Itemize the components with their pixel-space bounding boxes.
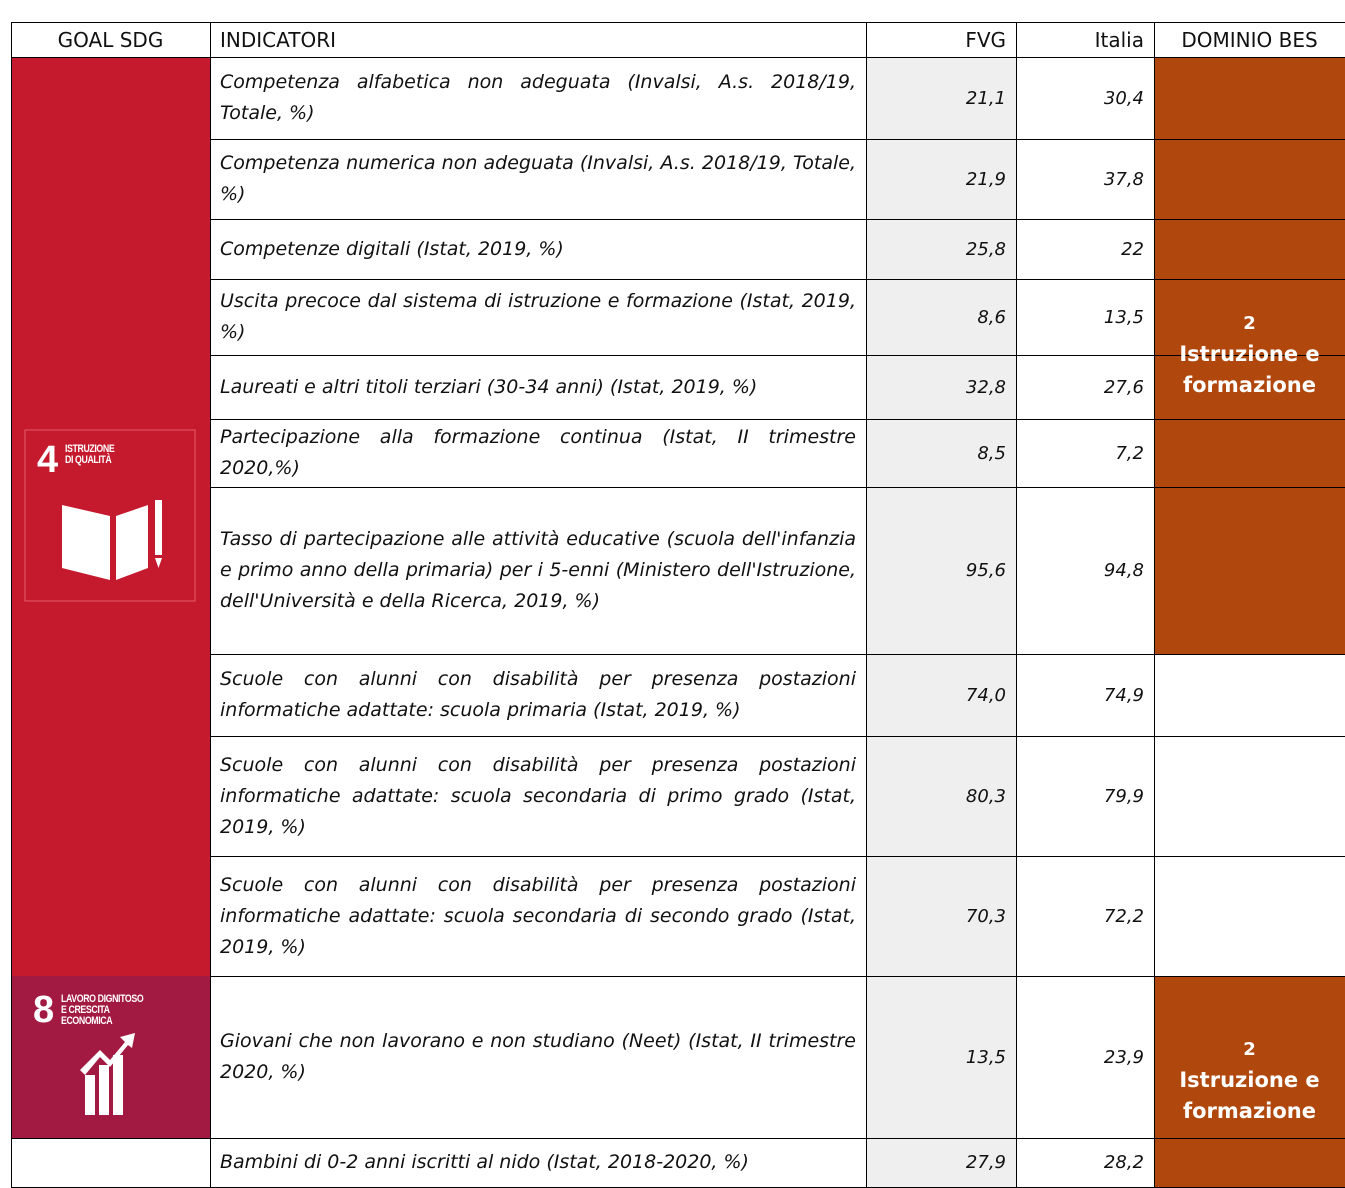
italia-value: 37,8	[1103, 168, 1144, 190]
grid-line	[210, 22, 211, 1187]
italia-value: 30,4	[1103, 87, 1144, 109]
goal-name: ECONOMICA	[61, 1015, 113, 1027]
indicator-text: Bambini di 0-2 anni iscritti al nido (Is…	[220, 1151, 749, 1173]
grid-line	[210, 736, 1345, 737]
fvg-value: 27,9	[965, 1152, 1006, 1173]
indicator-text: Scuole con alunni con disabilità per pre…	[220, 753, 856, 838]
indicator-cell: Scuole con alunni con disabilità per pre…	[210, 856, 866, 976]
grid-line	[1154, 22, 1155, 1187]
fvg-value: 13,5	[965, 1046, 1006, 1068]
grid-line	[11, 57, 1345, 58]
grid-line	[1016, 22, 1017, 1187]
indicator-cell: Competenze digitali (Istat, 2019, %)	[210, 219, 866, 279]
grid-line	[210, 279, 1345, 280]
goal-name: DI QUALITÀ	[65, 454, 112, 466]
indicator-text: Scuole con alunni con disabilità per pre…	[220, 873, 856, 958]
indicator-text: Scuole con alunni con disabilità per pre…	[220, 668, 856, 721]
grid-line	[11, 22, 1345, 23]
fvg-value: 8,5	[977, 442, 1006, 464]
grid-line	[210, 654, 1345, 655]
indicator-cell: Scuole con alunni con disabilità per pre…	[210, 654, 866, 736]
indicator-cell: Competenza alfabetica non adeguata (Inva…	[210, 57, 866, 139]
grid-line	[11, 22, 12, 1187]
header-cell: FVG	[965, 27, 1006, 52]
domain-text: formazione	[1182, 373, 1316, 397]
fvg-value: 95,6	[965, 560, 1006, 581]
italia-value: 94,8	[1103, 560, 1144, 581]
grid-line	[210, 219, 1345, 220]
italia-value: 28,2	[1103, 1152, 1144, 1173]
domain-text: formazione	[1182, 1099, 1316, 1123]
italia-value: 23,9	[1103, 1046, 1144, 1068]
fvg-column-bg	[866, 57, 1016, 1187]
goal-number: 4	[37, 439, 59, 481]
indicator-cell: Laureati e altri titoli terziari (30-34 …	[210, 355, 866, 419]
grid-line	[210, 419, 1345, 420]
goal-block	[11, 57, 210, 976]
fvg-value: 21,1	[965, 87, 1006, 109]
italia-value: 13,5	[1103, 306, 1144, 328]
fvg-value: 70,3	[965, 905, 1006, 927]
header-cell: DOMINIO BES	[1181, 27, 1318, 52]
italia-value: 79,9	[1103, 785, 1144, 807]
domain-block	[1154, 976, 1345, 1187]
grid-line	[210, 139, 1345, 140]
domain-label: 2 Istruzione e formazione	[1154, 308, 1345, 401]
fvg-value: 21,9	[965, 168, 1006, 190]
indicator-text: Tasso di partecipazione alle attività ed…	[220, 528, 856, 612]
italia-value: 7,2	[1115, 442, 1144, 464]
grid-line	[866, 22, 867, 1187]
fvg-value: 80,3	[965, 785, 1006, 807]
goal-name: LAVORO DIGNITOSO	[61, 993, 144, 1005]
header-cell: GOAL SDG	[57, 27, 164, 52]
fvg-value: 8,6	[977, 306, 1006, 328]
indicator-cell: Scuole con alunni con disabilità per pre…	[210, 736, 866, 856]
indicator-cell: Tasso di partecipazione alle attività ed…	[210, 487, 866, 654]
goal-name: E CRESCITA	[61, 1004, 110, 1016]
italia-value: 72,2	[1103, 905, 1144, 927]
domain-text: 2	[1243, 313, 1256, 334]
italia-value: 27,6	[1103, 376, 1144, 398]
italia-value: 74,9	[1103, 684, 1144, 706]
italia-value: 22	[1121, 238, 1144, 260]
fvg-value: 74,0	[965, 684, 1006, 706]
header-cell: Italia	[1094, 27, 1144, 52]
domain-text: Istruzione e	[1179, 342, 1320, 366]
grid-line	[210, 976, 1345, 977]
indicator-cell: Giovani che non lavorano e non studiano …	[210, 976, 866, 1138]
fvg-value: 25,8	[965, 238, 1006, 260]
grid-line	[210, 487, 1345, 488]
goal-number: 8	[33, 989, 55, 1031]
indicator-text: Uscita precoce dal sistema di istruzione…	[220, 290, 856, 343]
indicator-text: Competenze digitali (Istat, 2019, %)	[220, 237, 564, 260]
indicator-cell: Uscita precoce dal sistema di istruzione…	[210, 279, 866, 355]
grid-line	[11, 1138, 1345, 1139]
indicator-text: Competenza alfabetica non adeguata (Inva…	[220, 71, 856, 124]
indicator-text: Giovani che non lavorano e non studiano …	[220, 1030, 856, 1083]
grid-line	[210, 856, 1345, 857]
indicator-cell: Partecipazione alla formazione continua …	[210, 419, 866, 487]
indicator-text: Laureati e altri titoli terziari (30-34 …	[220, 375, 758, 398]
fvg-value: 32,8	[965, 376, 1006, 398]
header-cell: INDICATORI	[220, 27, 337, 52]
grid-line	[210, 355, 1345, 356]
indicator-cell: Bambini di 0-2 anni iscritti al nido (Is…	[210, 1138, 866, 1187]
indicator-text: Competenza numerica non adeguata (Invals…	[220, 152, 856, 205]
domain-label: 2 Istruzione e formazione	[1154, 1034, 1345, 1127]
indicator-cell: Competenza numerica non adeguata (Invals…	[210, 139, 866, 219]
domain-text: Istruzione e	[1179, 1068, 1320, 1092]
domain-text: 2	[1243, 1039, 1256, 1060]
indicator-text: Partecipazione alla formazione continua …	[220, 426, 856, 479]
